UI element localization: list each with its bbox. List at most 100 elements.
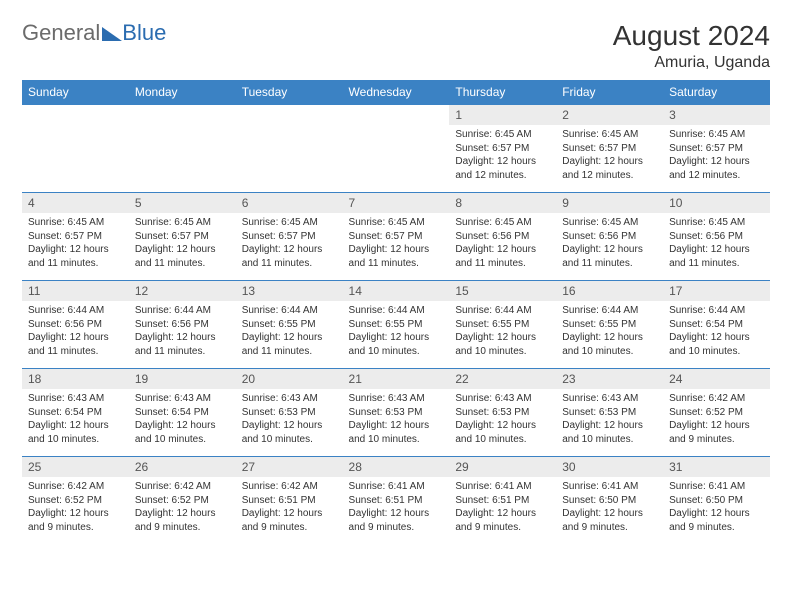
calendar-cell: 19Sunrise: 6:43 AMSunset: 6:54 PMDayligh…: [129, 369, 236, 457]
day-details: Sunrise: 6:41 AMSunset: 6:51 PMDaylight:…: [449, 477, 556, 538]
day-details: Sunrise: 6:44 AMSunset: 6:55 PMDaylight:…: [343, 301, 450, 362]
day-number: 20: [236, 369, 343, 389]
weekday-header: Sunday: [22, 80, 129, 105]
day-number: 23: [556, 369, 663, 389]
calendar-cell: 11Sunrise: 6:44 AMSunset: 6:56 PMDayligh…: [22, 281, 129, 369]
calendar-cell: 4Sunrise: 6:45 AMSunset: 6:57 PMDaylight…: [22, 193, 129, 281]
calendar-cell: 17Sunrise: 6:44 AMSunset: 6:54 PMDayligh…: [663, 281, 770, 369]
day-number: 24: [663, 369, 770, 389]
calendar-cell: 8Sunrise: 6:45 AMSunset: 6:56 PMDaylight…: [449, 193, 556, 281]
calendar-cell: 14Sunrise: 6:44 AMSunset: 6:55 PMDayligh…: [343, 281, 450, 369]
calendar-table: SundayMondayTuesdayWednesdayThursdayFrid…: [22, 80, 770, 545]
day-number: 27: [236, 457, 343, 477]
calendar-cell: 5Sunrise: 6:45 AMSunset: 6:57 PMDaylight…: [129, 193, 236, 281]
day-details: Sunrise: 6:44 AMSunset: 6:55 PMDaylight:…: [556, 301, 663, 362]
calendar-cell: 26Sunrise: 6:42 AMSunset: 6:52 PMDayligh…: [129, 457, 236, 545]
logo-word1: General: [22, 20, 100, 46]
day-details: Sunrise: 6:45 AMSunset: 6:56 PMDaylight:…: [449, 213, 556, 274]
logo: General Blue: [22, 20, 166, 46]
day-details: Sunrise: 6:45 AMSunset: 6:57 PMDaylight:…: [663, 125, 770, 186]
header: General Blue August 2024 Amuria, Uganda: [22, 20, 770, 72]
calendar-cell: 24Sunrise: 6:42 AMSunset: 6:52 PMDayligh…: [663, 369, 770, 457]
day-number: 25: [22, 457, 129, 477]
day-details: Sunrise: 6:45 AMSunset: 6:57 PMDaylight:…: [556, 125, 663, 186]
day-number: 22: [449, 369, 556, 389]
day-details: Sunrise: 6:43 AMSunset: 6:54 PMDaylight:…: [129, 389, 236, 450]
day-details: Sunrise: 6:44 AMSunset: 6:54 PMDaylight:…: [663, 301, 770, 362]
calendar-body: 1Sunrise: 6:45 AMSunset: 6:57 PMDaylight…: [22, 105, 770, 545]
day-details: Sunrise: 6:41 AMSunset: 6:50 PMDaylight:…: [556, 477, 663, 538]
weekday-row: SundayMondayTuesdayWednesdayThursdayFrid…: [22, 80, 770, 105]
calendar-cell: 12Sunrise: 6:44 AMSunset: 6:56 PMDayligh…: [129, 281, 236, 369]
day-details: Sunrise: 6:43 AMSunset: 6:53 PMDaylight:…: [449, 389, 556, 450]
day-number: 9: [556, 193, 663, 213]
day-details: Sunrise: 6:42 AMSunset: 6:52 PMDaylight:…: [129, 477, 236, 538]
day-number: 19: [129, 369, 236, 389]
day-details: Sunrise: 6:43 AMSunset: 6:53 PMDaylight:…: [343, 389, 450, 450]
day-number: 12: [129, 281, 236, 301]
day-details: Sunrise: 6:44 AMSunset: 6:56 PMDaylight:…: [129, 301, 236, 362]
calendar-cell: 1Sunrise: 6:45 AMSunset: 6:57 PMDaylight…: [449, 105, 556, 193]
calendar-cell: 18Sunrise: 6:43 AMSunset: 6:54 PMDayligh…: [22, 369, 129, 457]
day-details: Sunrise: 6:44 AMSunset: 6:55 PMDaylight:…: [449, 301, 556, 362]
day-number: 21: [343, 369, 450, 389]
day-number: 10: [663, 193, 770, 213]
day-number: 3: [663, 105, 770, 125]
calendar-week: 1Sunrise: 6:45 AMSunset: 6:57 PMDaylight…: [22, 105, 770, 193]
day-number: 2: [556, 105, 663, 125]
day-number: 6: [236, 193, 343, 213]
calendar-cell: 31Sunrise: 6:41 AMSunset: 6:50 PMDayligh…: [663, 457, 770, 545]
calendar-cell: 23Sunrise: 6:43 AMSunset: 6:53 PMDayligh…: [556, 369, 663, 457]
day-details: Sunrise: 6:45 AMSunset: 6:57 PMDaylight:…: [22, 213, 129, 274]
calendar-cell: 28Sunrise: 6:41 AMSunset: 6:51 PMDayligh…: [343, 457, 450, 545]
calendar-cell: [236, 105, 343, 193]
day-details: Sunrise: 6:44 AMSunset: 6:55 PMDaylight:…: [236, 301, 343, 362]
day-number: 16: [556, 281, 663, 301]
day-number: [236, 105, 343, 125]
calendar-cell: 2Sunrise: 6:45 AMSunset: 6:57 PMDaylight…: [556, 105, 663, 193]
triangle-icon: [102, 25, 122, 41]
calendar-week: 11Sunrise: 6:44 AMSunset: 6:56 PMDayligh…: [22, 281, 770, 369]
calendar-cell: 22Sunrise: 6:43 AMSunset: 6:53 PMDayligh…: [449, 369, 556, 457]
day-number: 1: [449, 105, 556, 125]
calendar-cell: [343, 105, 450, 193]
calendar-cell: 16Sunrise: 6:44 AMSunset: 6:55 PMDayligh…: [556, 281, 663, 369]
day-number: 28: [343, 457, 450, 477]
calendar-cell: 13Sunrise: 6:44 AMSunset: 6:55 PMDayligh…: [236, 281, 343, 369]
calendar-cell: 10Sunrise: 6:45 AMSunset: 6:56 PMDayligh…: [663, 193, 770, 281]
calendar-cell: [129, 105, 236, 193]
calendar-cell: 15Sunrise: 6:44 AMSunset: 6:55 PMDayligh…: [449, 281, 556, 369]
calendar-cell: 29Sunrise: 6:41 AMSunset: 6:51 PMDayligh…: [449, 457, 556, 545]
calendar-cell: 30Sunrise: 6:41 AMSunset: 6:50 PMDayligh…: [556, 457, 663, 545]
day-details: Sunrise: 6:42 AMSunset: 6:51 PMDaylight:…: [236, 477, 343, 538]
day-details: Sunrise: 6:42 AMSunset: 6:52 PMDaylight:…: [663, 389, 770, 450]
day-number: 29: [449, 457, 556, 477]
weekday-header: Monday: [129, 80, 236, 105]
location: Amuria, Uganda: [613, 54, 770, 72]
day-number: 8: [449, 193, 556, 213]
weekday-header: Saturday: [663, 80, 770, 105]
month-title: August 2024: [613, 20, 770, 52]
day-number: 13: [236, 281, 343, 301]
title-block: August 2024 Amuria, Uganda: [613, 20, 770, 72]
weekday-header: Friday: [556, 80, 663, 105]
day-details: Sunrise: 6:43 AMSunset: 6:54 PMDaylight:…: [22, 389, 129, 450]
calendar-cell: 21Sunrise: 6:43 AMSunset: 6:53 PMDayligh…: [343, 369, 450, 457]
day-number: 7: [343, 193, 450, 213]
weekday-header: Tuesday: [236, 80, 343, 105]
day-details: Sunrise: 6:45 AMSunset: 6:57 PMDaylight:…: [236, 213, 343, 274]
day-number: 14: [343, 281, 450, 301]
day-number: 5: [129, 193, 236, 213]
logo-word2: Blue: [122, 20, 166, 46]
calendar-cell: 27Sunrise: 6:42 AMSunset: 6:51 PMDayligh…: [236, 457, 343, 545]
calendar-cell: 9Sunrise: 6:45 AMSunset: 6:56 PMDaylight…: [556, 193, 663, 281]
day-number: [129, 105, 236, 125]
day-number: [343, 105, 450, 125]
calendar-cell: 25Sunrise: 6:42 AMSunset: 6:52 PMDayligh…: [22, 457, 129, 545]
calendar-week: 25Sunrise: 6:42 AMSunset: 6:52 PMDayligh…: [22, 457, 770, 545]
day-details: Sunrise: 6:45 AMSunset: 6:57 PMDaylight:…: [449, 125, 556, 186]
day-number: 15: [449, 281, 556, 301]
calendar-cell: 7Sunrise: 6:45 AMSunset: 6:57 PMDaylight…: [343, 193, 450, 281]
calendar-week: 4Sunrise: 6:45 AMSunset: 6:57 PMDaylight…: [22, 193, 770, 281]
day-number: 4: [22, 193, 129, 213]
